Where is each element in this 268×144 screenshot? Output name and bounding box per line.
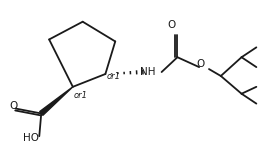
Text: HO: HO: [24, 133, 39, 143]
Text: or1: or1: [74, 91, 88, 100]
Text: or1: or1: [106, 72, 120, 81]
Text: O: O: [10, 101, 18, 111]
Polygon shape: [40, 87, 73, 115]
Text: O: O: [196, 59, 204, 69]
Text: NH: NH: [140, 67, 155, 77]
Text: O: O: [168, 20, 176, 30]
